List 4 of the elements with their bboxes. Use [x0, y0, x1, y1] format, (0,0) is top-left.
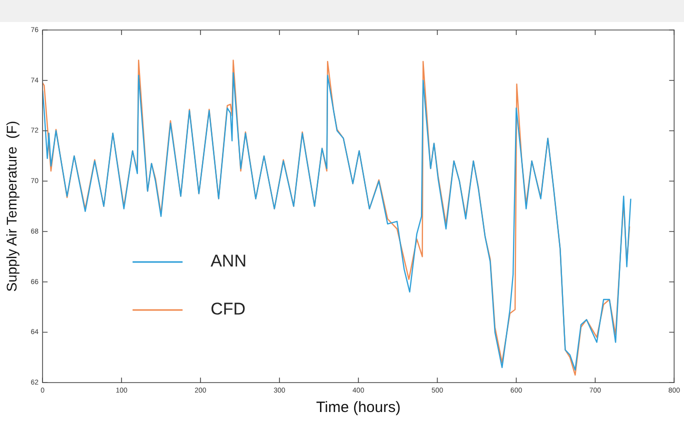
legend-label: CFD: [210, 300, 246, 319]
legend-label: ANN: [210, 252, 246, 271]
y-axis-title: Supply Air Temperature (F): [3, 120, 20, 292]
x-axis-title: Time (hours): [316, 399, 401, 416]
